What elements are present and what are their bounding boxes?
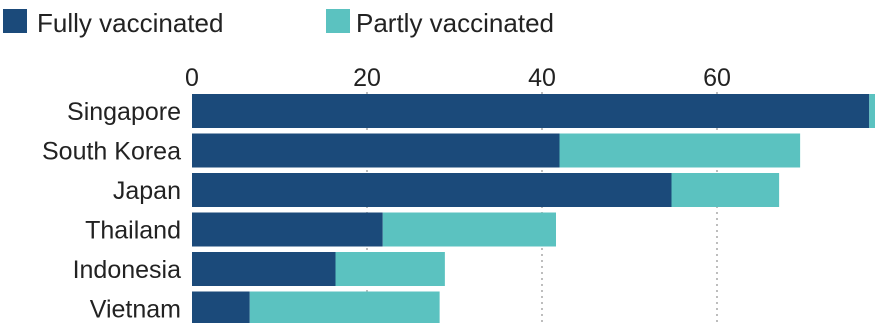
x-axis-ticks: 0 20 40 60 — [185, 64, 731, 92]
legend-item-partly-vaccinated: Partly vaccinated — [326, 8, 554, 38]
bar-indonesia-partly-vaccinated — [335, 252, 445, 286]
category-label-south-korea: South Korea — [42, 138, 181, 166]
legend-swatch-partly-vaccinated — [326, 9, 350, 33]
legend-label-partly-vaccinated: Partly vaccinated — [356, 8, 554, 38]
bars — [192, 94, 875, 323]
x-tick-label-0: 0 — [185, 64, 199, 92]
bar-south-korea-partly-vaccinated — [559, 133, 801, 168]
bar-vietnam-partly-vaccinated — [249, 291, 440, 323]
legend: Fully vaccinated Partly vaccinated — [3, 8, 554, 38]
bar-singapore-fully-vaccinated — [192, 94, 870, 128]
category-label-thailand: Thailand — [85, 217, 181, 245]
bar-south-korea-fully-vaccinated — [192, 133, 560, 168]
legend-swatch-fully-vaccinated — [3, 9, 27, 33]
bar-japan-partly-vaccinated — [671, 173, 780, 207]
x-tick-label-60: 60 — [703, 64, 731, 92]
category-label-vietnam: Vietnam — [90, 296, 181, 323]
bar-thailand-fully-vaccinated — [192, 212, 383, 247]
bar-japan-fully-vaccinated — [192, 173, 672, 207]
legend-label-fully-vaccinated: Fully vaccinated — [37, 8, 223, 38]
category-label-japan: Japan — [113, 177, 181, 205]
bar-indonesia-fully-vaccinated — [192, 252, 336, 286]
legend-item-fully-vaccinated: Fully vaccinated — [3, 8, 223, 38]
category-label-singapore: Singapore — [67, 98, 181, 126]
bar-singapore-partly-vaccinated — [869, 94, 875, 128]
bar-thailand-partly-vaccinated — [382, 212, 556, 247]
category-labels: Singapore South Korea Japan Thailand Indones… — [42, 98, 181, 323]
bar-vietnam-fully-vaccinated — [192, 291, 250, 323]
x-tick-label-40: 40 — [528, 64, 556, 92]
x-tick-label-20: 20 — [353, 64, 381, 92]
category-label-indonesia: Indonesia — [73, 256, 182, 284]
